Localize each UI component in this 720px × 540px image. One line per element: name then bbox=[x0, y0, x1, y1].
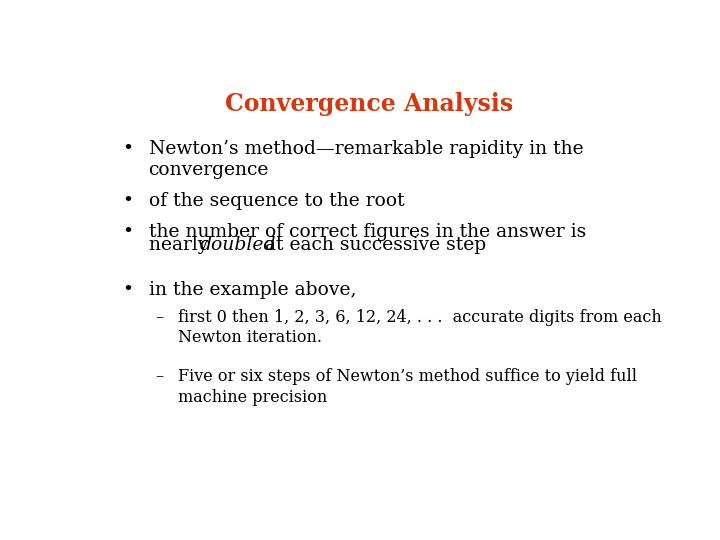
Text: nearly: nearly bbox=[148, 236, 214, 254]
Text: –: – bbox=[156, 309, 164, 326]
Text: doubled: doubled bbox=[199, 236, 276, 254]
Text: in the example above,: in the example above, bbox=[148, 281, 356, 299]
Text: at each successive step: at each successive step bbox=[258, 236, 486, 254]
Text: •: • bbox=[122, 281, 133, 299]
Text: Convergence Analysis: Convergence Analysis bbox=[225, 92, 513, 116]
Text: Five or six steps of Newton’s method suffice to yield full
machine precision: Five or six steps of Newton’s method suf… bbox=[178, 368, 637, 406]
Text: •: • bbox=[122, 223, 133, 241]
Text: first 0 then 1, 2, 3, 6, 12, 24, . . .  accurate digits from each
Newton iterati: first 0 then 1, 2, 3, 6, 12, 24, . . . a… bbox=[178, 309, 662, 346]
Text: –: – bbox=[156, 368, 164, 386]
Text: the number of correct figures in the answer is: the number of correct figures in the ans… bbox=[148, 223, 586, 241]
Text: •: • bbox=[122, 140, 133, 158]
Text: of the sequence to the root: of the sequence to the root bbox=[148, 192, 404, 210]
Text: Newton’s method—remarkable rapidity in the
convergence: Newton’s method—remarkable rapidity in t… bbox=[148, 140, 583, 179]
Text: •: • bbox=[122, 192, 133, 210]
